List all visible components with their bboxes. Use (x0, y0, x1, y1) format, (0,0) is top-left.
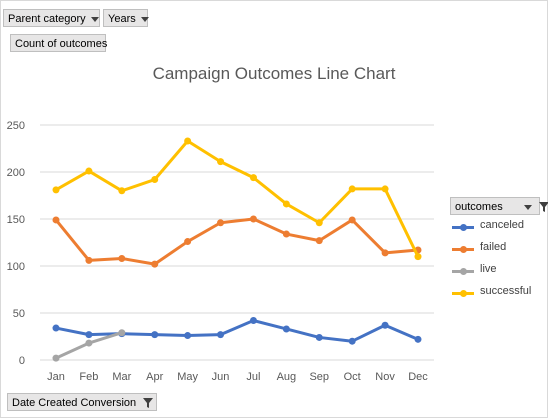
data-point-live (85, 339, 93, 347)
legend-marker (460, 224, 467, 231)
data-point-failed (217, 219, 225, 227)
x-tick-label: Dec (408, 371, 428, 383)
legend-label: live (480, 263, 497, 275)
data-point-live (118, 329, 126, 337)
data-point-successful (52, 186, 60, 194)
legend-marker (460, 246, 467, 253)
data-point-canceled (151, 331, 159, 339)
x-tick-label: Nov (375, 371, 395, 383)
series-line-canceled (54, 319, 420, 343)
axis-field-filter-button[interactable]: Date Created Conversion (7, 393, 157, 411)
legend-label: successful (480, 285, 532, 297)
chevron-down-icon (140, 16, 149, 22)
x-tick-label: Mar (112, 371, 131, 383)
data-point-failed (381, 249, 389, 257)
x-tick-label: Oct (344, 371, 361, 383)
data-point-failed (249, 215, 257, 223)
data-point-failed (118, 254, 126, 262)
x-tick-label: Feb (79, 371, 98, 383)
data-point-successful (184, 137, 192, 145)
data-point-successful (249, 174, 257, 182)
data-point-successful (217, 158, 225, 166)
x-tick-label: Aug (277, 371, 297, 383)
data-point-successful (348, 185, 356, 193)
legend-marker (460, 268, 467, 275)
data-point-failed (52, 216, 60, 224)
x-tick-label: Jul (246, 371, 260, 383)
data-point-failed (282, 230, 290, 238)
legend-title: outcomes (455, 201, 503, 213)
data-point-canceled (282, 325, 290, 333)
filter-icon (143, 398, 154, 409)
data-point-canceled (249, 317, 257, 325)
data-point-successful (414, 253, 422, 261)
series-line-failed (54, 217, 420, 266)
x-tick-label: Apr (146, 371, 163, 383)
data-point-successful (118, 187, 126, 195)
data-point-successful (315, 219, 323, 227)
chevron-down-icon (90, 16, 99, 22)
data-point-successful (381, 185, 389, 193)
data-point-failed (85, 256, 93, 264)
y-tick-label: 250 (7, 120, 25, 132)
legend-label: canceled (480, 219, 525, 231)
legend-label: failed (480, 241, 507, 253)
x-tick-label: Jan (47, 371, 65, 383)
data-point-canceled (217, 331, 225, 339)
x-tick-label: Sep (309, 371, 329, 383)
years-filter-button[interactable]: Years (103, 9, 149, 27)
series-line-successful (54, 139, 420, 259)
value-field-label: Count of outcomes (15, 38, 108, 50)
axis-field-label: Date Created Conversion (12, 397, 137, 409)
y-tick-label: 150 (7, 214, 25, 226)
data-point-failed (151, 260, 159, 268)
data-point-canceled (52, 324, 60, 332)
data-point-successful (151, 176, 159, 184)
data-point-canceled (414, 335, 422, 343)
x-tick-label: May (177, 371, 198, 383)
y-tick-label: 100 (7, 261, 25, 273)
data-point-successful (282, 200, 290, 208)
value-field-button[interactable]: Count of outcomes (10, 34, 108, 52)
data-point-failed (348, 216, 356, 224)
years-label: Years (108, 13, 136, 25)
data-point-canceled (348, 337, 356, 345)
chart-title: Campaign Outcomes Line Chart (152, 64, 396, 83)
y-tick-label: 50 (13, 308, 25, 320)
data-point-successful (85, 167, 93, 175)
data-point-canceled (85, 331, 93, 339)
data-point-canceled (315, 333, 323, 341)
y-tick-label: 0 (19, 355, 25, 367)
data-point-failed (184, 238, 192, 246)
data-point-live (52, 354, 60, 362)
y-tick-label: 200 (7, 167, 25, 179)
legend-marker (460, 290, 467, 297)
x-tick-label: Jun (212, 371, 230, 383)
filter-icon (538, 202, 548, 213)
data-point-canceled (381, 321, 389, 329)
data-point-failed (315, 237, 323, 245)
data-point-canceled (184, 332, 192, 340)
outcomes-legend-filter-button[interactable]: outcomes (450, 197, 548, 215)
chevron-down-icon (523, 204, 532, 210)
parent-category-filter-button[interactable]: Parent category (3, 9, 100, 27)
parent-category-label: Parent category (8, 13, 86, 25)
